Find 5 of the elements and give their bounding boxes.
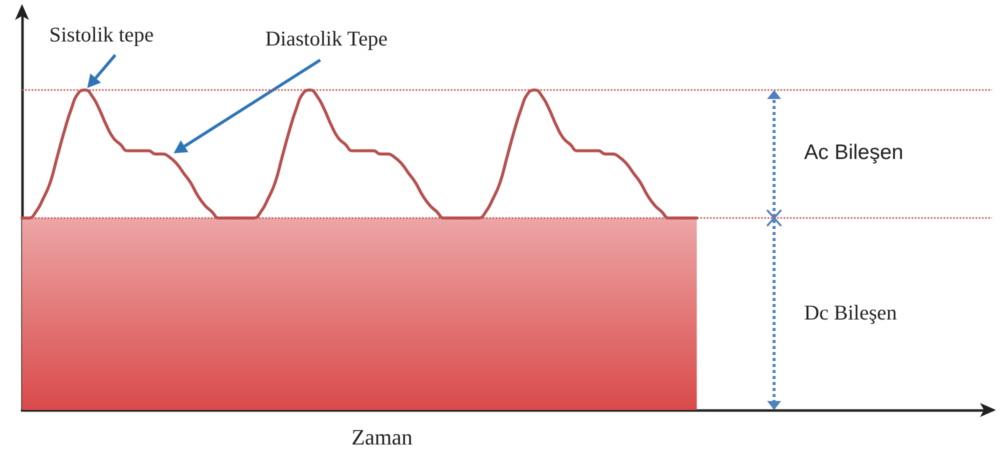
annotation: Ac Bileşen xyxy=(804,141,904,164)
text: Sistolik tepe xyxy=(49,22,154,46)
x-axis-title: Zaman xyxy=(351,424,413,450)
annotation: Dc Bileşen xyxy=(804,300,898,324)
text: Diastolik Tepe xyxy=(265,26,388,50)
